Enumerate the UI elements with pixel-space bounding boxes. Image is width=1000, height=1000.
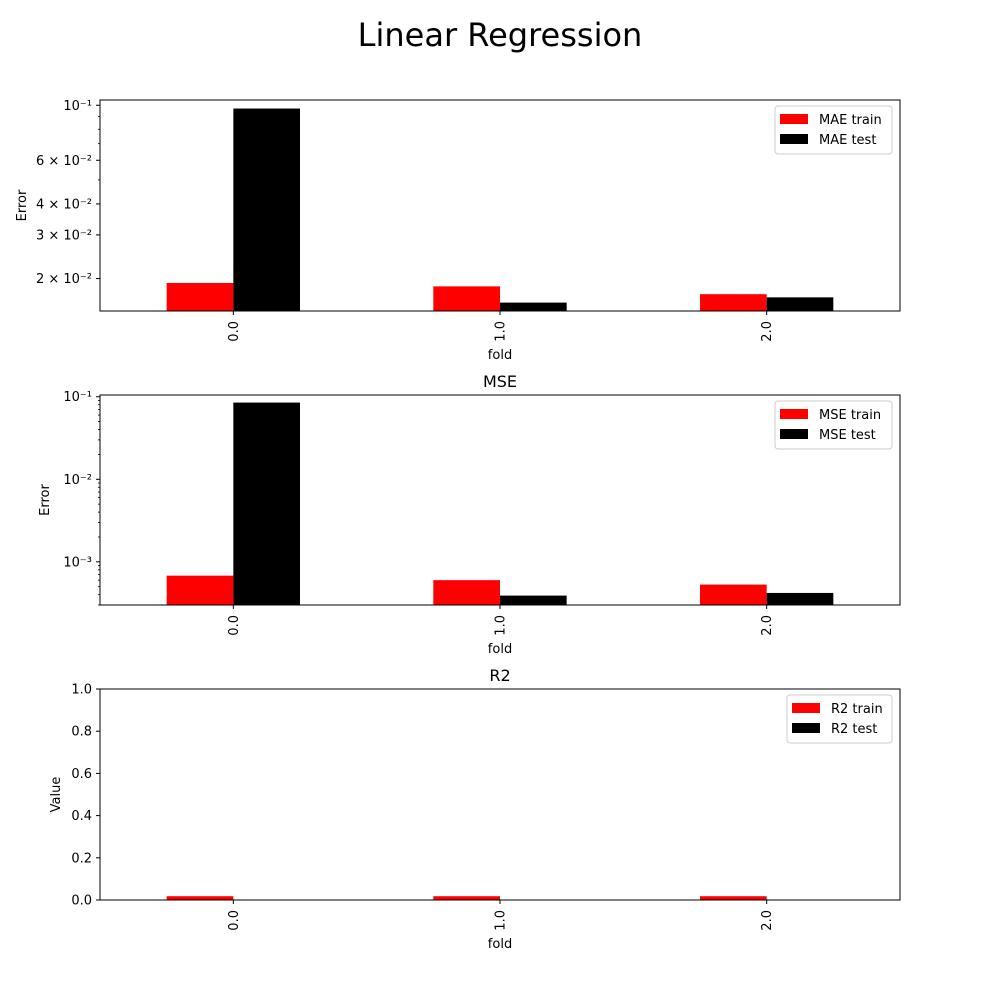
y-axis-label: Value <box>49 777 64 813</box>
y-tick-label: 10⁻¹ <box>63 99 92 114</box>
legend-label: R2 train <box>831 702 883 717</box>
y-tick-label: 10⁻² <box>63 473 92 488</box>
axes-frame <box>99 394 901 606</box>
bar-mae-test <box>766 297 834 311</box>
legend-label: MAE test <box>819 133 876 148</box>
y-tick-label: 0.8 <box>71 725 92 740</box>
bar-mse-test <box>233 402 300 605</box>
bar-mse-train <box>166 575 234 605</box>
y-axis-label: Error <box>38 484 53 516</box>
y-tick-label: 0.0 <box>71 894 92 909</box>
y-tick-label: 10⁻¹ <box>63 390 92 405</box>
y-tick-label: 2 × 10⁻² <box>36 272 92 287</box>
x-tick-label: 2.0 <box>760 321 775 342</box>
x-tick-label: 1.0 <box>494 615 509 636</box>
legend-swatch <box>780 134 808 144</box>
x-tick-label: 0.0 <box>227 321 242 342</box>
legend-label: MSE train <box>819 408 881 423</box>
legend-swatch <box>792 703 820 713</box>
subplot-1: 2 × 10⁻² 3 × 10⁻² 4 × 10⁻² 6 × 10⁻² 10⁻¹ 0.0 1… <box>15 99 901 363</box>
bar-r2-train <box>166 896 234 900</box>
bar-mse-train <box>433 580 500 605</box>
bar-r2-train <box>700 896 767 900</box>
x-axis-label: fold <box>488 937 512 952</box>
x-axis-label: fold <box>488 348 512 363</box>
bar-mae-train <box>700 294 767 311</box>
y-tick-label: 0.6 <box>71 767 92 782</box>
x-tick-label: 0.0 <box>227 910 242 931</box>
x-tick-label: 2.0 <box>760 910 775 931</box>
x-tick-label: 1.0 <box>494 321 509 342</box>
subplot-3: R2 0.0 0.2 0.4 0.6 0.8 1.0 0.0 1.0 2.0 fold Value R2… <box>49 666 901 952</box>
axes-frame <box>99 99 901 312</box>
axes-frame <box>99 688 901 901</box>
subplot-title: R2 <box>489 666 510 685</box>
subplot-2: MSE 10⁻³ 10⁻² 10⁻¹ 0.0 1.0 2.0 fold Error MSE tra… <box>38 372 901 657</box>
y-tick-label: 0.2 <box>71 851 92 866</box>
y-tick-label: 4 × 10⁻² <box>36 197 92 212</box>
y-tick-label: 3 × 10⁻² <box>36 228 92 243</box>
bar-mse-train <box>700 584 767 605</box>
legend-swatch <box>780 409 808 419</box>
y-tick-label: 6 × 10⁻² <box>36 154 92 169</box>
y-tick-label: 10⁻³ <box>63 555 92 570</box>
x-axis-label: fold <box>488 642 512 657</box>
x-tick-label: 1.0 <box>494 910 509 931</box>
legend-label: MAE train <box>819 113 882 128</box>
legend: MAE train MAE test <box>774 105 893 155</box>
y-axis-label: Error <box>15 189 30 221</box>
legend-swatch <box>780 429 808 439</box>
bar-mae-train <box>166 282 234 311</box>
x-tick-label: 2.0 <box>760 615 775 636</box>
y-tick-label: 0.4 <box>71 809 92 824</box>
x-tick-label: 0.0 <box>227 615 242 636</box>
legend-label: R2 test <box>831 722 877 737</box>
subplot-title: MSE <box>483 372 517 391</box>
y-tick-label: 1.0 <box>71 683 92 698</box>
bar-mae-test <box>233 108 300 312</box>
bar-mae-train <box>433 286 500 311</box>
bar-mae-test <box>500 302 567 311</box>
legend: MSE train MSE test <box>774 400 893 450</box>
legend-label: MSE test <box>819 428 876 443</box>
bar-mse-test <box>766 592 834 605</box>
legend-swatch <box>792 723 820 733</box>
figure-title: Linear Regression <box>358 16 643 54</box>
bar-r2-train <box>433 896 500 900</box>
bar-mse-test <box>500 595 567 605</box>
legend: R2 train R2 test <box>786 694 893 744</box>
subplots: 2 × 10⁻² 3 × 10⁻² 4 × 10⁻² 6 × 10⁻² 10⁻¹ 0.0 1… <box>15 99 901 952</box>
legend-swatch <box>780 114 808 124</box>
